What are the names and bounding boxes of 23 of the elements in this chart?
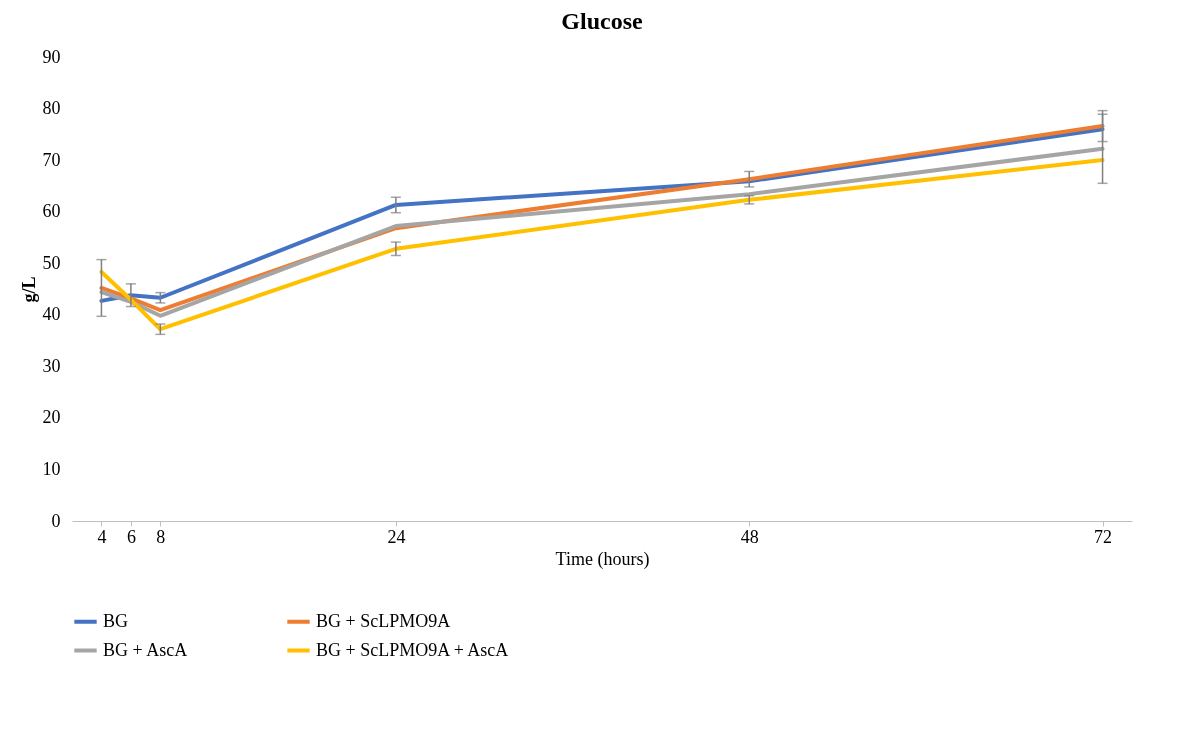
x-tick-label: 24 — [387, 526, 406, 547]
y-tick-label: 90 — [42, 46, 61, 67]
y-tick-label: 80 — [42, 98, 61, 119]
y-tick-label: 40 — [42, 304, 61, 325]
x-tick-label: 48 — [740, 526, 759, 547]
x-tick-label: 8 — [156, 526, 166, 547]
x-axis-title: Time (hours) — [555, 548, 650, 570]
y-tick-label: 60 — [42, 201, 61, 222]
legend-label: BG + ScLPMO9A — [316, 610, 451, 631]
legend-label: BG — [103, 610, 129, 631]
x-tick-label: 6 — [126, 526, 136, 547]
y-tick-label: 30 — [42, 355, 61, 376]
y-tick-label: 10 — [42, 458, 61, 479]
y-tick-label: 70 — [42, 149, 61, 170]
legend-label: BG + AscA — [103, 639, 188, 660]
chart-title: Glucose — [561, 8, 644, 34]
y-tick-label: 20 — [42, 407, 61, 428]
legend-label: BG + ScLPMO9A + AscA — [316, 639, 509, 660]
y-tick-label: 50 — [42, 252, 61, 273]
y-tick-label: 0 — [51, 510, 61, 531]
y-axis-title: g/L — [18, 276, 39, 303]
x-tick-label: 72 — [1094, 526, 1113, 547]
x-tick-label: 4 — [97, 526, 107, 547]
